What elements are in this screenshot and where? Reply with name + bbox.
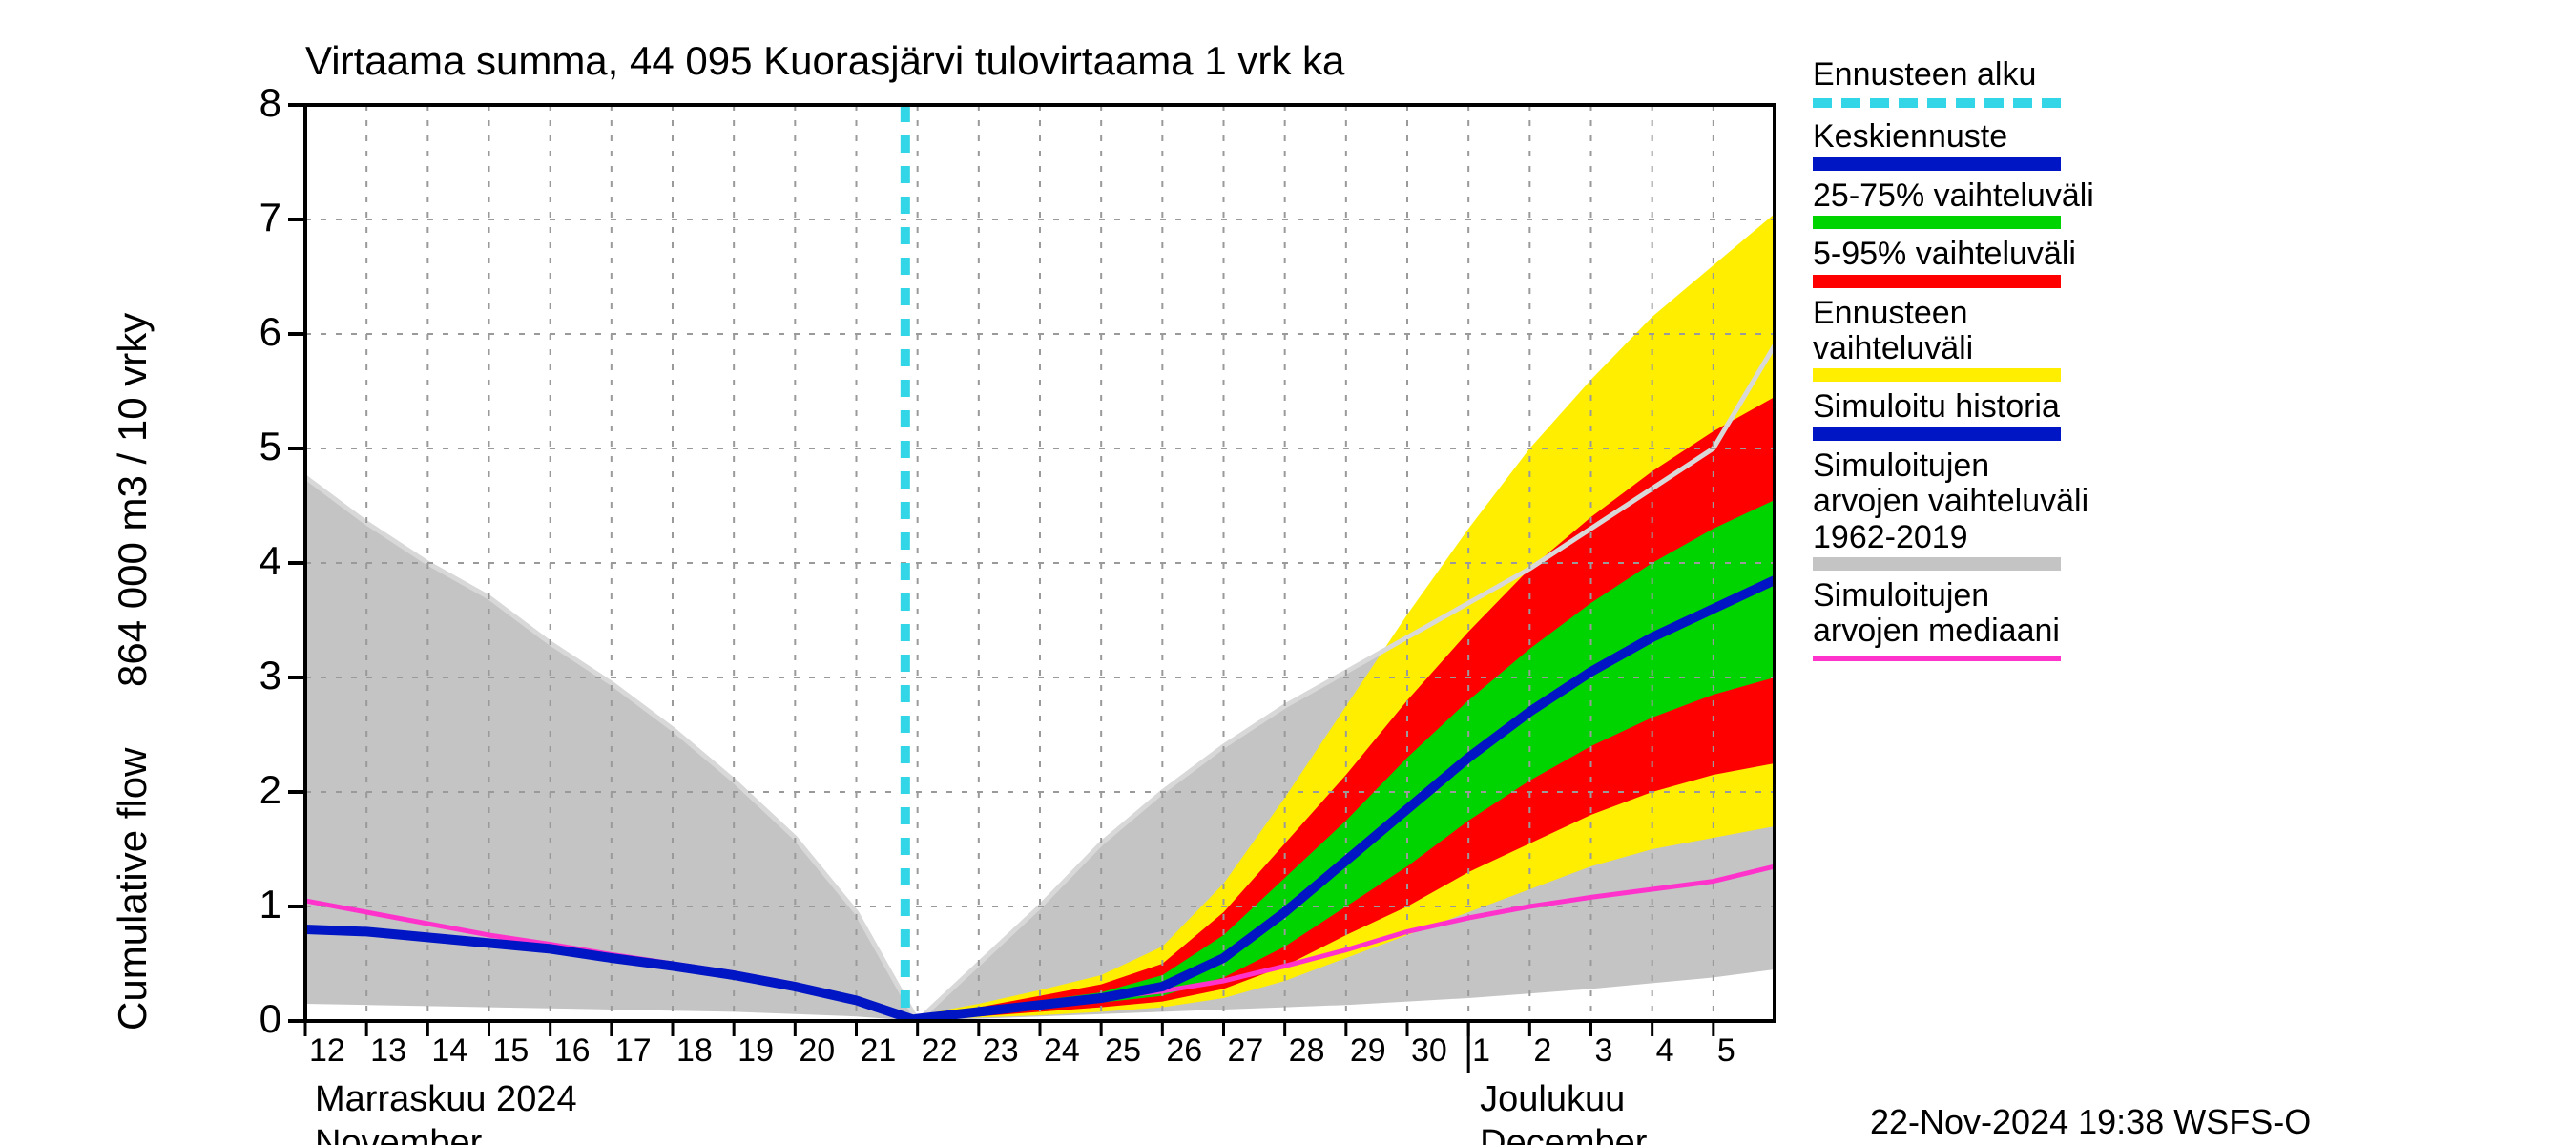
month-fi-2: Joulukuu xyxy=(1480,1079,1625,1119)
x-tick-label: 18 xyxy=(676,1032,713,1070)
y-tick-label: 8 xyxy=(234,80,281,126)
legend-swatch xyxy=(1813,557,2061,571)
legend-label: Simuloitujen arvojen mediaani xyxy=(1813,578,2099,650)
x-tick-label: 19 xyxy=(737,1032,774,1070)
month-en-1: November xyxy=(315,1123,482,1145)
legend-swatch xyxy=(1813,98,2061,108)
x-tick-label: 27 xyxy=(1228,1032,1264,1070)
legend-swatch xyxy=(1813,427,2061,441)
legend: Ennusteen alku Keskiennuste 25-75% vaihtel… xyxy=(1813,57,2099,673)
legend-item: 25-75% vaihteluväli xyxy=(1813,178,2099,229)
x-tick-label: 24 xyxy=(1044,1032,1080,1070)
x-tick-label: 16 xyxy=(554,1032,591,1070)
legend-swatch xyxy=(1813,157,2061,171)
legend-item: Ennusteen vaihteluväli xyxy=(1813,296,2099,383)
legend-label: Ennusteen vaihteluväli xyxy=(1813,296,2099,367)
legend-item: Keskiennuste xyxy=(1813,119,2099,170)
legend-label: 25-75% vaihteluväli xyxy=(1813,178,2099,214)
x-tick-label: 4 xyxy=(1656,1032,1674,1070)
timestamp-label: 22-Nov-2024 19:38 WSFS-O xyxy=(1870,1102,2311,1142)
legend-label: Simuloitu historia xyxy=(1813,389,2099,425)
legend-swatch xyxy=(1813,216,2061,229)
legend-swatch xyxy=(1813,656,2061,661)
x-tick-label: 15 xyxy=(493,1032,530,1070)
legend-item: Simuloitujen arvojen vaihteluväli 1962-2… xyxy=(1813,448,2099,571)
month-label-1: Marraskuu 2024 November xyxy=(315,1078,577,1145)
x-tick-label: 21 xyxy=(861,1032,897,1070)
y-tick-label: 6 xyxy=(234,309,281,355)
legend-label: Simuloitujen arvojen vaihteluväli 1962-2… xyxy=(1813,448,2099,555)
plot-area xyxy=(0,0,2576,1145)
legend-swatch xyxy=(1813,368,2061,382)
legend-swatch xyxy=(1813,275,2061,288)
y-tick-label: 5 xyxy=(234,424,281,469)
legend-label: Keskiennuste xyxy=(1813,119,2099,155)
legend-item: Simuloitu historia xyxy=(1813,389,2099,440)
x-tick-label: 25 xyxy=(1105,1032,1141,1070)
legend-item: 5-95% vaihteluväli xyxy=(1813,237,2099,287)
legend-label: 5-95% vaihteluväli xyxy=(1813,237,2099,272)
x-tick-label: 1 xyxy=(1472,1032,1490,1070)
y-tick-label: 0 xyxy=(234,996,281,1042)
month-en-2: December xyxy=(1480,1123,1647,1145)
x-tick-label: 13 xyxy=(370,1032,406,1070)
y-tick-label: 7 xyxy=(234,195,281,240)
x-tick-label: 29 xyxy=(1350,1032,1386,1070)
x-tick-label: 30 xyxy=(1411,1032,1447,1070)
y-tick-label: 1 xyxy=(234,882,281,927)
x-tick-label: 12 xyxy=(309,1032,345,1070)
y-tick-label: 4 xyxy=(234,538,281,584)
month-fi-1: Marraskuu 2024 xyxy=(315,1079,577,1119)
x-tick-label: 5 xyxy=(1717,1032,1735,1070)
y-tick-label: 2 xyxy=(234,767,281,813)
month-label-2: Joulukuu December xyxy=(1480,1078,1647,1145)
y-tick-label: 3 xyxy=(234,653,281,698)
x-tick-label: 23 xyxy=(983,1032,1019,1070)
x-tick-label: 14 xyxy=(431,1032,467,1070)
legend-item: Ennusteen alku xyxy=(1813,57,2099,108)
x-tick-label: 22 xyxy=(922,1032,958,1070)
x-tick-label: 17 xyxy=(615,1032,652,1070)
x-tick-label: 2 xyxy=(1533,1032,1551,1070)
x-tick-label: 28 xyxy=(1289,1032,1325,1070)
legend-label: Ennusteen alku xyxy=(1813,57,2099,93)
x-tick-label: 3 xyxy=(1595,1032,1613,1070)
x-tick-label: 26 xyxy=(1166,1032,1202,1070)
legend-item: Simuloitujen arvojen mediaani xyxy=(1813,578,2099,661)
x-tick-label: 20 xyxy=(799,1032,835,1070)
